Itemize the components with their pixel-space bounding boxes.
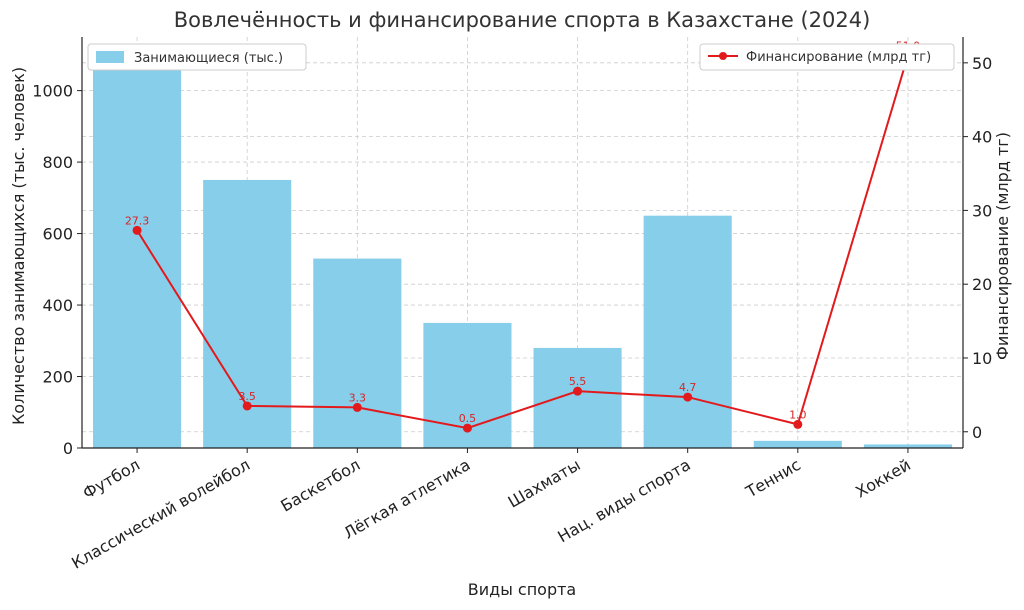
funding-data-label: 3.5 (238, 390, 256, 403)
y-tick-label: 600 (42, 225, 73, 244)
bar-8 (863, 444, 952, 448)
funding-data-label: 27.3 (125, 214, 150, 227)
y-tick-label: 1000 (32, 82, 73, 101)
x-tick-label: Теннис (742, 455, 804, 502)
funding-data-label: 1.0 (789, 408, 807, 421)
funding-point-1 (132, 225, 142, 235)
funding-line (132, 50, 913, 433)
x-tick-label: Шахматы (505, 455, 584, 512)
legend-line-label: Финансирование (млрд тг) (746, 50, 931, 65)
y2-tick-label: 20 (972, 275, 992, 294)
y2-tick-label: 0 (972, 423, 982, 442)
x-axis-label: Виды спорта (468, 580, 576, 599)
bar-7 (753, 440, 842, 448)
funding-data-label: 5.5 (569, 375, 587, 388)
legend-line-box (699, 43, 955, 71)
y-tick-label: 400 (42, 296, 73, 315)
funding-point-7 (793, 419, 803, 429)
y2-tick-label: 30 (972, 201, 992, 220)
bar-1 (93, 54, 182, 448)
legend-bars-swatch (96, 51, 124, 63)
axes: 0 200 400 600 800 1000 0 10 20 30 40 50 (32, 37, 992, 458)
funding-point-3 (352, 402, 362, 412)
y2-tick-label: 40 (972, 128, 992, 147)
funding-point-6 (683, 392, 693, 402)
legend-line-marker (719, 52, 727, 60)
bar-3 (313, 258, 402, 448)
y-tick-label: 0 (63, 439, 73, 458)
y-axis-label: Количество занимающихся (тыс. человек) (9, 67, 28, 425)
funding-point-4 (462, 423, 472, 433)
x-tick-label: Хоккей (852, 455, 914, 502)
funding-line-path (136, 55, 909, 430)
funding-data-label: 0.5 (459, 412, 477, 425)
y-tick-label: 800 (42, 153, 73, 172)
x-tick-label: Футбол (79, 455, 143, 503)
bar-6 (643, 215, 732, 448)
y2-tick-label: 10 (972, 349, 992, 368)
chart-title: Вовлечённость и финансирование спорта в … (174, 8, 871, 32)
x-tick-label: Классический волейбол (68, 455, 253, 573)
y-tick-label: 200 (42, 368, 73, 387)
legend-line: Финансирование (млрд тг) (699, 43, 955, 71)
bar-5 (533, 347, 622, 448)
legend-bars-box (87, 43, 307, 71)
bars (93, 54, 952, 448)
funding-data-label: 3.3 (349, 391, 367, 404)
funding-point-2 (242, 401, 252, 411)
legend-bars-label: Занимающиеся (тыс.) (134, 51, 283, 66)
funding-data-label: 4.7 (679, 381, 697, 394)
y2-axis-label: Финансирование (млрд тг) (993, 132, 1012, 360)
legend-bars: Занимающиеся (тыс.) (87, 43, 307, 71)
x-tick-label: Баскетбол (277, 455, 363, 516)
y2-tick-label: 50 (972, 54, 992, 73)
funding-point-5 (573, 386, 583, 396)
